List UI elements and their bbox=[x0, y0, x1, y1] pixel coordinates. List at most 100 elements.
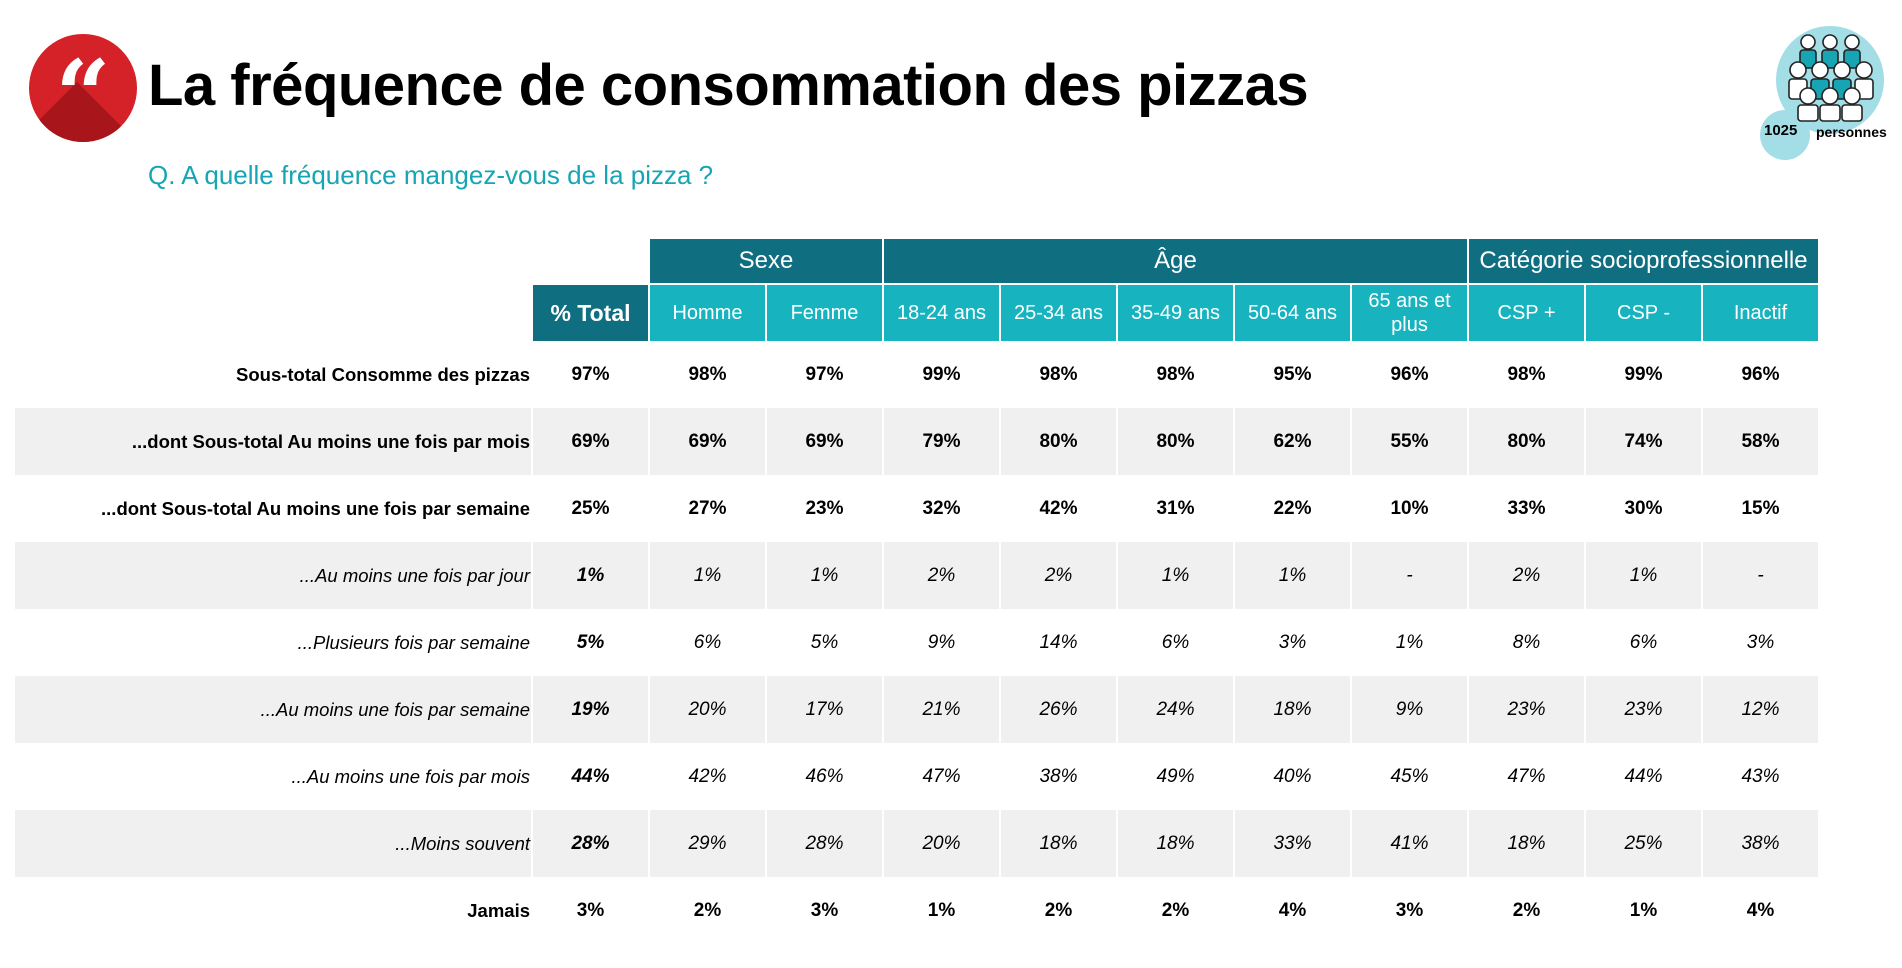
cell-age-25-34: 2% bbox=[1001, 542, 1116, 609]
column-header-age-25-34: 25-34 ans bbox=[1001, 285, 1116, 341]
cell-age-35-49: 1% bbox=[1118, 542, 1233, 609]
cell-homme: 2% bbox=[693, 899, 722, 921]
cell-age-65-plus: 45% bbox=[1390, 765, 1429, 787]
cell-age-18-24: 79% bbox=[884, 408, 999, 475]
column-header-csp-minus: CSP - bbox=[1586, 285, 1701, 341]
cell-csp-minus: 1% bbox=[1629, 899, 1658, 921]
cell-csp-minus: 23% bbox=[1586, 676, 1701, 743]
cell-inactif: - bbox=[1703, 542, 1818, 609]
cell-total: 25% bbox=[571, 497, 610, 519]
table-row: ...Au moins une fois par mois 44% 42% 46% 47… bbox=[15, 743, 1818, 810]
row-label: Jamais bbox=[467, 899, 530, 921]
column-header-age-50-64: 50-64 ans bbox=[1235, 285, 1350, 341]
cell-age-35-49: 31% bbox=[1156, 497, 1195, 519]
cell-csp-plus: 33% bbox=[1507, 497, 1546, 519]
cell-age-25-34: 38% bbox=[1039, 765, 1078, 787]
cell-csp-minus: 99% bbox=[1624, 363, 1663, 385]
cell-csp-plus: 8% bbox=[1512, 631, 1541, 653]
cell-age-35-49: 24% bbox=[1118, 676, 1233, 743]
table-row: Jamais 3% 2% 3% 1% 2% 2% 4% 3% 2% 1% 4% bbox=[15, 877, 1818, 944]
cell-total: 5% bbox=[576, 631, 605, 653]
cell-csp-plus: 47% bbox=[1507, 765, 1546, 787]
cell-age-35-49: 2% bbox=[1161, 899, 1190, 921]
cell-csp-minus: 44% bbox=[1624, 765, 1663, 787]
row-label: Sous-total Consomme des pizzas bbox=[236, 363, 530, 385]
cell-age-50-64: 1% bbox=[1235, 542, 1350, 609]
cell-total: 19% bbox=[533, 676, 648, 743]
cell-csp-plus: 80% bbox=[1469, 408, 1584, 475]
row-label: ...dont Sous-total Au moins une fois par… bbox=[101, 497, 530, 519]
cell-homme: 98% bbox=[688, 363, 727, 385]
quote-icon: “ bbox=[29, 34, 137, 142]
cell-age-50-64: 62% bbox=[1235, 408, 1350, 475]
cell-age-65-plus: - bbox=[1352, 542, 1467, 609]
cell-csp-minus: 74% bbox=[1586, 408, 1701, 475]
group-csp: Catégorie socioprofessionnelle bbox=[1469, 239, 1818, 285]
cell-inactif: 96% bbox=[1741, 363, 1780, 385]
cell-age-25-34: 42% bbox=[1039, 497, 1078, 519]
group-sexe: Sexe bbox=[650, 239, 882, 285]
row-label: ...Moins souvent bbox=[15, 810, 531, 877]
cell-inactif: 3% bbox=[1746, 631, 1775, 653]
cell-age-65-plus: 96% bbox=[1390, 363, 1429, 385]
cell-inactif: 43% bbox=[1741, 765, 1780, 787]
cell-total: 1% bbox=[533, 542, 648, 609]
table-row: ...Plusieurs fois par semaine 5% 6% 5% 9% 14%… bbox=[15, 609, 1818, 676]
cell-csp-plus: 2% bbox=[1512, 899, 1541, 921]
cell-inactif: 12% bbox=[1703, 676, 1818, 743]
row-label: ...Au moins une fois par semaine bbox=[15, 676, 531, 743]
cell-age-25-34: 80% bbox=[1001, 408, 1116, 475]
cell-total: 3% bbox=[576, 899, 605, 921]
cell-age-65-plus: 41% bbox=[1352, 810, 1467, 877]
empty-label-header bbox=[15, 285, 531, 341]
cell-age-18-24: 9% bbox=[927, 631, 956, 653]
empty-total-corner bbox=[533, 239, 648, 285]
cell-age-35-49: 80% bbox=[1118, 408, 1233, 475]
cell-age-50-64: 22% bbox=[1273, 497, 1312, 519]
sample-size-badge: 1025 personnes bbox=[1760, 18, 1902, 160]
cell-homme: 42% bbox=[688, 765, 727, 787]
cell-age-18-24: 99% bbox=[922, 363, 961, 385]
cell-inactif: 4% bbox=[1746, 899, 1775, 921]
cell-age-50-64: 95% bbox=[1273, 363, 1312, 385]
cell-age-50-64: 40% bbox=[1273, 765, 1312, 787]
column-header-inactif: Inactif bbox=[1703, 285, 1818, 341]
cell-femme: 3% bbox=[810, 899, 839, 921]
sample-count: 1025 bbox=[1764, 122, 1798, 139]
cell-csp-minus: 25% bbox=[1586, 810, 1701, 877]
table-row: ...dont Sous-total Au moins une fois par… bbox=[15, 475, 1818, 542]
column-header-age-18-24: 18-24 ans bbox=[884, 285, 999, 341]
cell-csp-minus: 6% bbox=[1629, 631, 1658, 653]
table-row: Sous-total Consomme des pizzas 97% 98% 97% 9… bbox=[15, 341, 1818, 408]
quote-glyph: “ bbox=[55, 39, 111, 143]
column-header-age-65-plus: 65 ans et plus bbox=[1352, 285, 1467, 341]
column-header-femme: Femme bbox=[767, 285, 882, 341]
cell-femme: 69% bbox=[767, 408, 882, 475]
cell-age-25-34: 26% bbox=[1001, 676, 1116, 743]
empty-corner bbox=[15, 239, 531, 285]
row-label: ...Au moins une fois par mois bbox=[291, 765, 530, 787]
column-header-homme: Homme bbox=[650, 285, 765, 341]
column-header-age-35-49: 35-49 ans bbox=[1118, 285, 1233, 341]
cell-femme: 23% bbox=[805, 497, 844, 519]
table-row: ...Au moins une fois par semaine 19% 20% 17… bbox=[15, 676, 1818, 743]
column-header-total: % Total bbox=[533, 285, 648, 341]
question-text: Q. A quelle fréquence mangez-vous de la … bbox=[148, 160, 714, 190]
table-row: ...dont Sous-total Au moins une fois par… bbox=[15, 408, 1818, 475]
cell-inactif: 58% bbox=[1703, 408, 1818, 475]
cell-csp-minus: 30% bbox=[1624, 497, 1663, 519]
cell-age-35-49: 49% bbox=[1156, 765, 1195, 787]
cell-homme: 69% bbox=[650, 408, 765, 475]
cell-age-18-24: 32% bbox=[922, 497, 961, 519]
cell-inactif: 38% bbox=[1703, 810, 1818, 877]
cell-age-65-plus: 10% bbox=[1390, 497, 1429, 519]
cell-homme: 27% bbox=[688, 497, 727, 519]
cell-csp-plus: 98% bbox=[1507, 363, 1546, 385]
cell-age-35-49: 6% bbox=[1161, 631, 1190, 653]
cell-age-25-34: 14% bbox=[1039, 631, 1078, 653]
cell-femme: 17% bbox=[767, 676, 882, 743]
table-row: ...Moins souvent 28% 29% 28% 20% 18% 18% 33% 41%… bbox=[15, 810, 1818, 877]
cell-csp-minus: 1% bbox=[1586, 542, 1701, 609]
cell-age-25-34: 18% bbox=[1001, 810, 1116, 877]
cell-femme: 28% bbox=[767, 810, 882, 877]
